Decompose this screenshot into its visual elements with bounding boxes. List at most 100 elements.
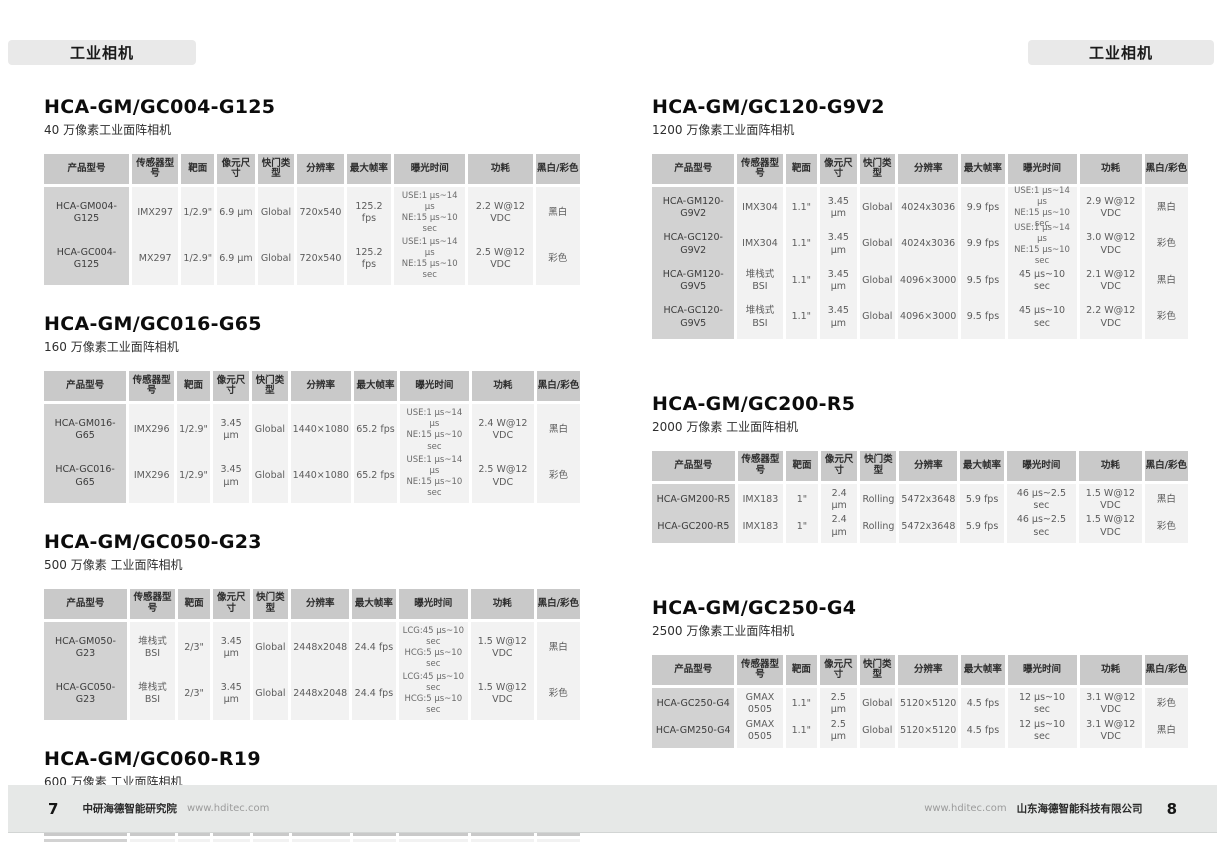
spec-cell: 4.5 fps xyxy=(966,698,1000,710)
column-header: 靶面 xyxy=(178,588,210,619)
section-title: HCA-GM/GC120-G9V2 xyxy=(652,96,885,118)
product-model-column: HCA-GM200-R5 HCA-GC200-R5 xyxy=(652,483,735,544)
spec-cell: Global xyxy=(260,206,292,218)
spec-cell: IMX296 xyxy=(133,424,170,436)
spec-cell: 4024x3036 xyxy=(901,238,956,250)
spec-cell: LCG:45 μs~10 sec HCG:5 μs~10 sec xyxy=(402,625,464,669)
spec-column: IMX296 IMX296 xyxy=(129,404,175,503)
spec-column: 65.2 fps 65.2 fps xyxy=(353,404,397,503)
spec-cell: 5120×5120 xyxy=(900,698,957,710)
spec-cell: 1/2.9" xyxy=(179,424,208,436)
spec-cell: 黑白 xyxy=(548,424,568,436)
spec-cell: IMX304 xyxy=(742,202,778,214)
spec-cell: 2.4 μm xyxy=(831,514,847,538)
spec-cell: 堆栈式 BSI xyxy=(138,635,167,659)
column-header: 黑白/彩色 xyxy=(536,588,580,619)
column-header: 功耗 xyxy=(1079,450,1142,481)
footer-left: 7 中研海德智能研究院 www.hditec.com xyxy=(48,800,269,818)
spec-cell: Global xyxy=(862,724,893,736)
spec-cell: 3.1 W@12 VDC xyxy=(1086,692,1136,716)
column-header: 产品型号 xyxy=(44,588,127,619)
spec-table: 产品型号传感器型号靶面像元尺寸快门类型分辨率最大帧率曝光时间功耗黑白/彩色 HCA… xyxy=(652,655,1188,748)
spec-cell: 3.45 μm xyxy=(827,195,849,220)
column-header: 快门类型 xyxy=(859,154,896,184)
spec-cell: 3.0 W@12 VDC xyxy=(1086,232,1136,256)
column-header: 像元尺寸 xyxy=(212,588,250,619)
spec-cell: 1.1" xyxy=(791,311,812,323)
spec-column: GMAX 0505 GMAX 0505 xyxy=(737,688,783,748)
section-subtitle: 500 万像素 工业面阵相机 xyxy=(44,557,183,572)
spec-cell: 堆栈式 BSI xyxy=(138,681,167,706)
column-header: 产品型号 xyxy=(652,655,735,686)
spec-column: 4024x3036 4024x3036 4096×3000 4096×3000 xyxy=(898,187,959,339)
spec-cell: 24.4 fps xyxy=(354,687,394,699)
column-header: 功耗 xyxy=(468,154,533,184)
column-header: 分辨率 xyxy=(898,655,959,686)
column-header: 靶面 xyxy=(177,371,210,402)
product-model-column: HCA-GM050-G23 HCA-GC050-G23 xyxy=(44,621,127,721)
spec-cell: 1/2.9" xyxy=(183,206,213,218)
spec-column: 1" 1" xyxy=(786,483,818,544)
column-header: 曝光时间 xyxy=(1007,655,1077,686)
spec-cell: 2.5 μm xyxy=(830,692,846,716)
spec-cell: 黑白 xyxy=(548,206,568,218)
column-header: 像元尺寸 xyxy=(212,371,250,402)
spec-column: 19.1 fps19.1 fps xyxy=(352,839,397,842)
section-subtitle: 40 万像素工业面阵相机 xyxy=(44,123,172,137)
spec-cell: Rolling xyxy=(862,520,895,532)
spec-cell: 2.4 W@12 VDC xyxy=(478,418,528,442)
spec-cell: 堆栈式BSI xyxy=(745,268,775,293)
spec-cell: 彩色 xyxy=(1156,520,1176,532)
spec-cell: 1.1" xyxy=(791,238,812,250)
product-section: HCA-GM/GC250-G4 2500 万像素工业面阵相机 产品型号 传感器型号… xyxy=(652,597,1188,748)
column-header: 分辨率 xyxy=(290,371,351,402)
column-header: 产品型号 xyxy=(652,154,735,184)
spec-cell: HCA-GM250-G4 xyxy=(655,724,731,736)
spec-cell: 3.45 μm xyxy=(220,635,242,659)
spec-cell: 2.5 W@12 VDC xyxy=(475,246,525,271)
spec-column: 1/1.8"1/1.8" xyxy=(177,839,211,842)
spec-column: LCG:45 μs~10 sec HCG:5 μs~10 sec LCG:45 μ… xyxy=(398,621,468,721)
spec-cell: 3.1 W@12 VDC xyxy=(1086,718,1136,743)
column-header: 曝光时间 xyxy=(1006,450,1077,481)
spec-cell: HCA-GM120-G9V5 xyxy=(662,268,724,293)
spec-column: 25 μs~2.5 sec25 μs~2.5 sec xyxy=(399,839,469,842)
spec-cell: 125.2 fps xyxy=(355,246,383,271)
spec-cell: USE:1 μs~14 μs NE:15 μs~10 sec xyxy=(406,454,463,498)
spec-cell: 5120×5120 xyxy=(900,724,957,736)
spec-column: Global Global xyxy=(252,621,289,721)
spec-column: 720x540 720x540 xyxy=(297,187,344,286)
spec-cell: 9.5 fps xyxy=(966,274,1000,286)
spec-cell: 12 μs~10 sec xyxy=(1018,718,1066,743)
spec-cell: 5472x3648 xyxy=(901,520,956,532)
product-section: HCA-GM/GC004-G125 40 万像素工业面阵相机 产品型号 传感器型号… xyxy=(44,96,580,286)
product-model-column: HCA-GM004-G125 HCA-GC004-G125 xyxy=(44,187,129,286)
page-tab-right-label: 工业相机 xyxy=(1088,44,1153,62)
spec-cell: 1" xyxy=(796,520,808,532)
column-header: 功耗 xyxy=(1079,154,1142,184)
spec-column: 6.9 μm 6.9 μm xyxy=(217,187,255,286)
spec-column: 3.1 W@12 VDC 3.1 W@12 VDC xyxy=(1079,688,1142,748)
page-tab-left: 工业相机 xyxy=(8,40,196,65)
spec-cell: 6.9 μm xyxy=(219,253,253,265)
spec-column: Global Global xyxy=(257,187,295,286)
spec-cell: 2.5 μm xyxy=(830,718,846,743)
spec-column: 3072x20483072x2048 xyxy=(291,839,350,842)
column-header: 黑白/彩色 xyxy=(1144,154,1188,184)
spec-column: 1.5 W@12 VDC 1.5 W@12 VDC xyxy=(1079,483,1142,544)
spec-column: 24.4 fps 24.4 fps xyxy=(352,621,396,721)
spec-column: 黑白彩色 xyxy=(536,404,580,503)
column-header: 功耗 xyxy=(1079,655,1142,686)
column-header: 快门类型 xyxy=(257,154,295,184)
spec-column: 黑白彩色 xyxy=(536,621,580,721)
spec-cell: USE:1 μs~14 μs NE:15 μs~10 sec xyxy=(401,237,458,281)
spec-column: 2.4 μm2.4 μm xyxy=(213,839,250,842)
page-tab-right: 工业相机 xyxy=(1028,40,1214,65)
section-title: HCA-GM/GC200-R5 xyxy=(652,392,856,415)
spec-cell: 6.9 μm xyxy=(219,206,253,218)
spec-cell: 65.2 fps xyxy=(356,424,395,436)
spec-cell: 1.5 W@12 VDC xyxy=(477,635,527,659)
column-header: 黑白/彩色 xyxy=(536,371,580,402)
